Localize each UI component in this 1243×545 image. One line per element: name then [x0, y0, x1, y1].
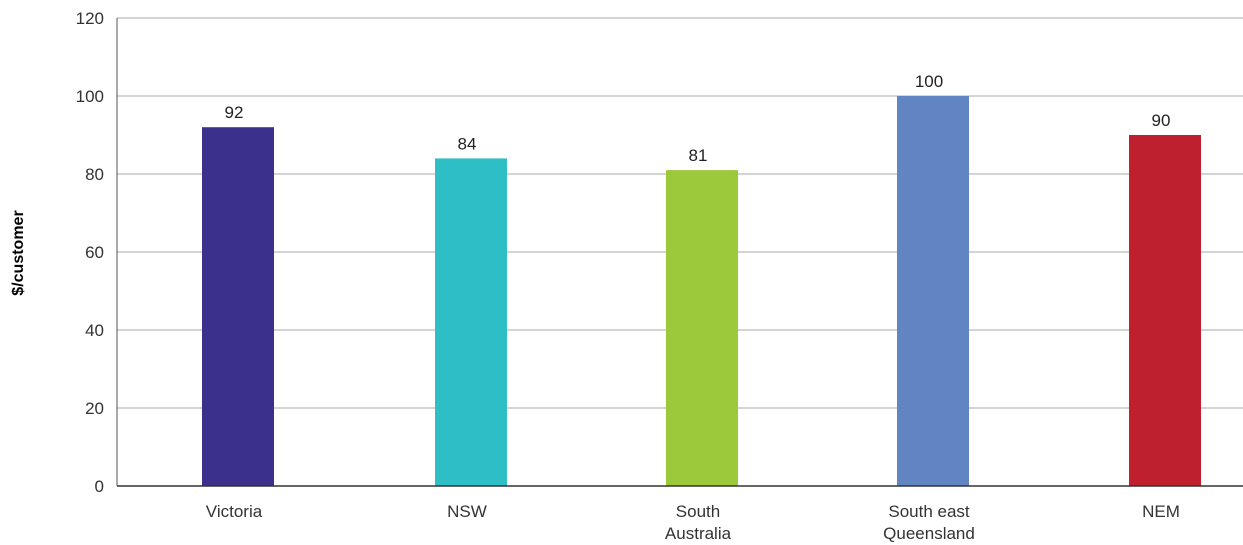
x-category-label: NEM — [1142, 502, 1180, 521]
bar-1 — [435, 158, 507, 486]
bar-2 — [666, 170, 738, 486]
y-tick-label: 80 — [85, 165, 104, 184]
data-labels: 92 84 81 100 90 — [225, 72, 1171, 165]
data-label-1: 84 — [458, 134, 477, 153]
bar-0 — [202, 127, 274, 486]
x-category-label: Australia — [665, 524, 732, 543]
data-label-3: 100 — [915, 72, 943, 91]
x-category-label: Queensland — [883, 524, 975, 543]
data-label-4: 90 — [1152, 111, 1171, 130]
y-axis-ticks: 0 20 40 60 80 100 120 — [76, 9, 104, 496]
y-tick-label: 20 — [85, 399, 104, 418]
y-tick-label: 60 — [85, 243, 104, 262]
x-axis-categories: Victoria NSW South Australia South east Queen… — [206, 502, 1180, 543]
y-tick-label: 100 — [76, 87, 104, 106]
x-category-label: Victoria — [206, 502, 263, 521]
y-tick-label: 0 — [95, 477, 104, 496]
y-tick-label: 40 — [85, 321, 104, 340]
y-axis-title: $/customer — [10, 210, 27, 295]
y-tick-label: 120 — [76, 9, 104, 28]
bar-3 — [897, 96, 969, 486]
data-label-0: 92 — [225, 103, 244, 122]
x-category-label: South — [676, 502, 720, 521]
x-category-label: NSW — [447, 502, 487, 521]
data-label-2: 81 — [689, 146, 708, 165]
x-category-label: South east — [888, 502, 970, 521]
bars — [202, 96, 1201, 486]
bar-4 — [1129, 135, 1201, 486]
